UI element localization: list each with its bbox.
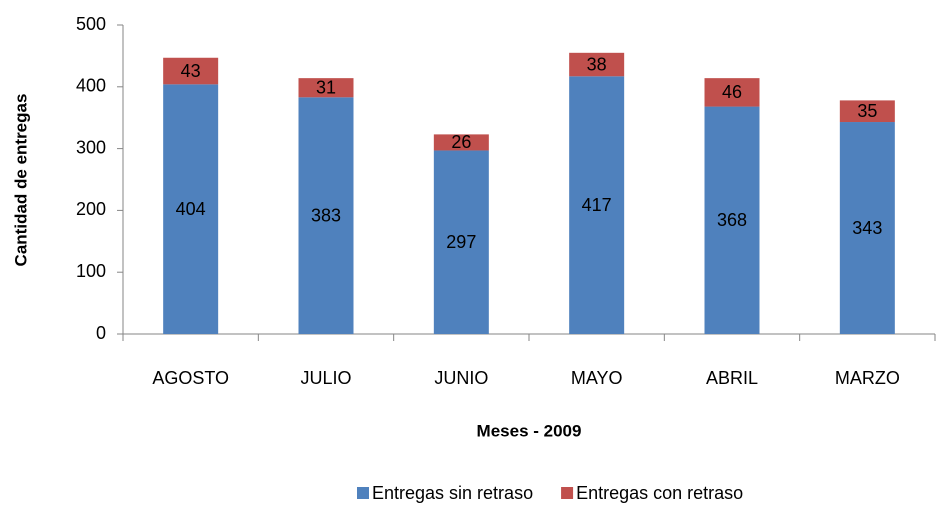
- bar-segment: [433, 150, 489, 334]
- bar-segment: [839, 122, 895, 334]
- x-tick-label: MARZO: [835, 368, 900, 388]
- data-label: 383: [311, 205, 341, 225]
- data-label: 404: [176, 199, 206, 219]
- data-label: 46: [722, 82, 742, 102]
- x-tick-label: MAYO: [571, 368, 623, 388]
- bar-segment: [704, 78, 760, 107]
- data-label: 38: [587, 54, 607, 74]
- bar-segment: [839, 100, 895, 123]
- y-tick-label: 100: [76, 261, 106, 281]
- x-tick-label: AGOSTO: [152, 368, 229, 388]
- y-tick-label: 0: [96, 323, 106, 343]
- bar-segment: [569, 76, 625, 334]
- y-tick-label: 500: [76, 14, 106, 34]
- x-tick-label: ABRIL: [706, 368, 758, 388]
- bar-segment: [298, 78, 354, 98]
- x-axis-title: Meses - 2009: [477, 421, 582, 440]
- y-tick-label: 200: [76, 199, 106, 219]
- data-label: 43: [181, 61, 201, 81]
- data-label: 297: [446, 232, 476, 252]
- legend-label: Entregas sin retraso: [372, 483, 533, 503]
- y-tick-label: 400: [76, 76, 106, 96]
- bar-segment: [433, 134, 489, 151]
- bar-segment: [704, 106, 760, 335]
- data-label: 417: [582, 195, 612, 215]
- y-tick-label: 300: [76, 137, 106, 157]
- data-label: 368: [717, 210, 747, 230]
- bar-segment: [163, 57, 219, 85]
- x-tick-label: JULIO: [300, 368, 351, 388]
- data-label: 31: [316, 77, 336, 97]
- bar-segment: [298, 97, 354, 334]
- data-label: 35: [857, 101, 877, 121]
- bar-segment: [163, 84, 219, 334]
- y-axis-title: Cantidad de entregas: [11, 94, 30, 267]
- legend-label: Entregas con retraso: [576, 483, 743, 503]
- legend-swatch: [561, 487, 574, 499]
- legend-swatch: [357, 487, 369, 499]
- data-label: 26: [451, 132, 471, 152]
- bar-segment: [569, 52, 625, 77]
- data-label: 343: [852, 218, 882, 238]
- x-tick-label: JUNIO: [434, 368, 488, 388]
